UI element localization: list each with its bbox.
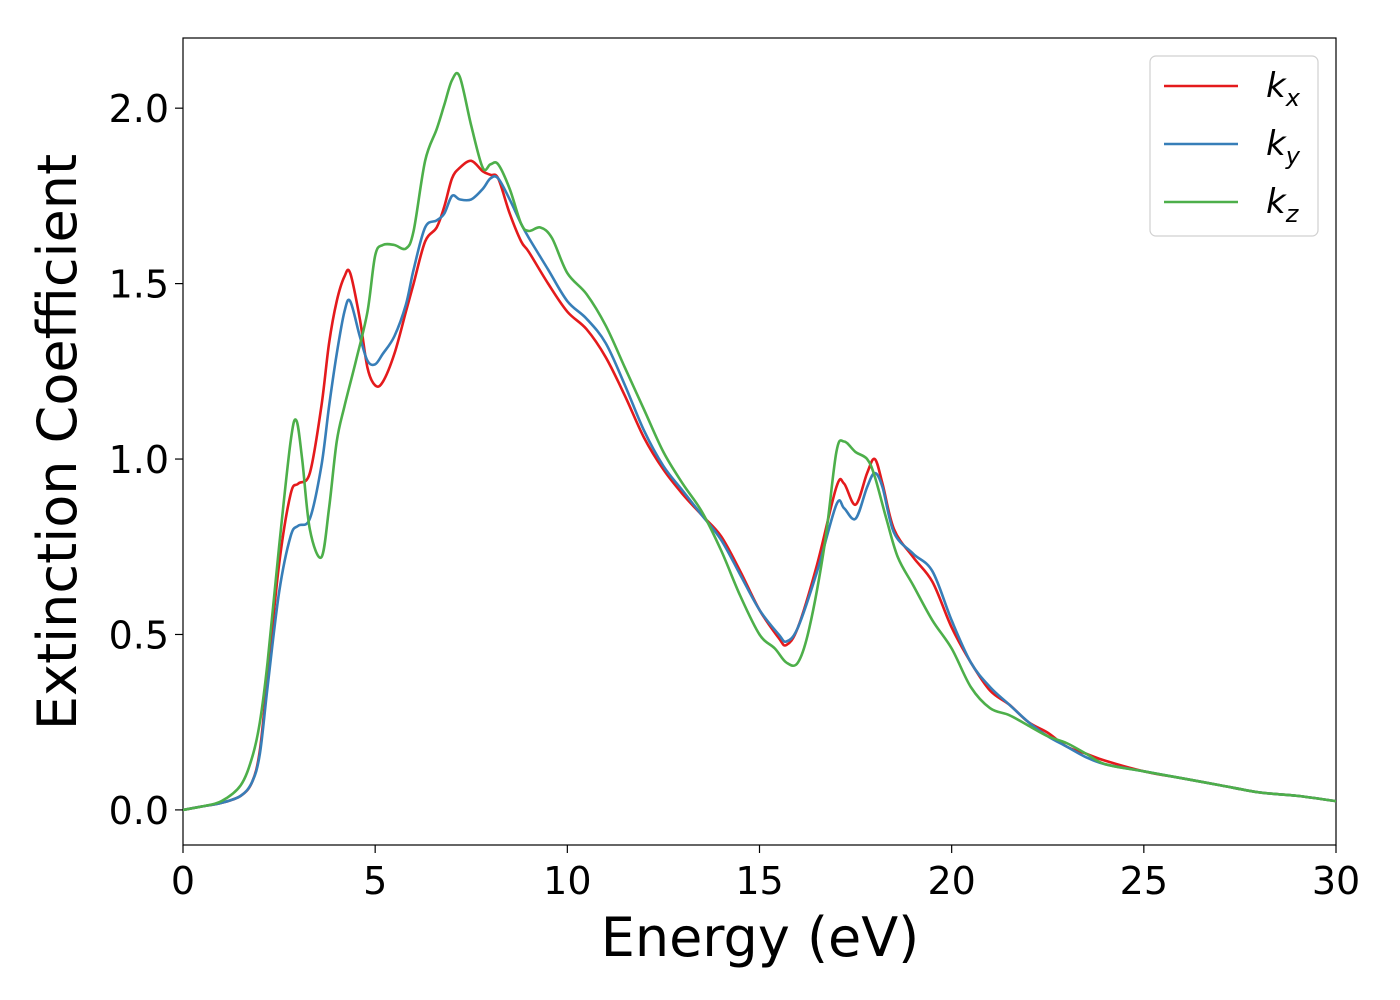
y-tick-label: 2.0 — [109, 87, 169, 131]
y-axis-title: Extinction Coefficient — [26, 154, 89, 730]
series-line-ky — [183, 175, 1336, 812]
legend-label-ky: ky — [1266, 124, 1301, 170]
legend: kx ky kz — [1149, 55, 1319, 237]
x-tick-label: 25 — [1120, 859, 1168, 903]
legend-label-kz: kz — [1266, 182, 1300, 228]
series-line-kz — [183, 71, 1336, 812]
x-tick-label: 30 — [1312, 859, 1360, 903]
x-tick-label: 15 — [735, 859, 783, 903]
y-tick-label: 0.5 — [109, 613, 169, 657]
series-layer — [183, 71, 1336, 812]
y-tick-label: 1.5 — [109, 263, 169, 307]
x-tick-label: 20 — [927, 859, 975, 903]
y-axis-ticks: 0.0 0.5 1.0 1.5 2.0 — [109, 87, 183, 833]
x-tick-label: 0 — [171, 859, 195, 903]
series-line-kx — [183, 159, 1336, 812]
x-tick-label: 5 — [363, 859, 387, 903]
x-axis-ticks: 0 5 10 15 20 25 30 — [171, 845, 1360, 903]
legend-label-kx: kx — [1266, 66, 1301, 112]
x-axis-title: Energy (eV) — [601, 906, 920, 969]
legend-box — [1149, 55, 1319, 237]
y-tick-label: 1.0 — [109, 438, 169, 482]
x-tick-label: 10 — [543, 859, 591, 903]
y-tick-label: 0.0 — [109, 789, 169, 833]
